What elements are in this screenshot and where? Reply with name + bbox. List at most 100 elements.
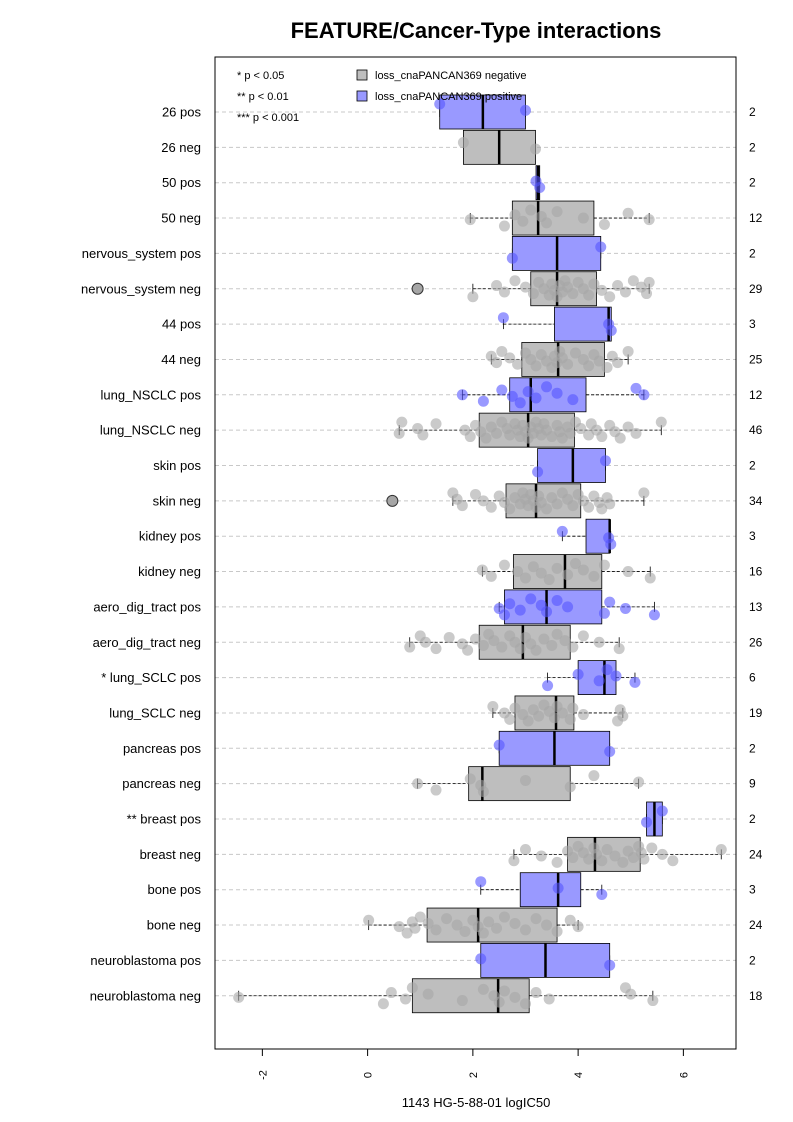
data-point — [480, 432, 492, 444]
data-point — [417, 429, 429, 441]
data-point — [567, 500, 579, 512]
data-point — [462, 644, 474, 656]
data-point — [400, 993, 412, 1005]
group-label: kidney pos — [139, 529, 202, 544]
data-point — [498, 609, 510, 621]
data-point — [551, 628, 563, 640]
data-point — [601, 361, 613, 373]
data-point — [613, 643, 625, 655]
group-label: lung_NSCLC neg — [100, 423, 201, 438]
x-axis-label: 1143 HG-5-88-01 logIC50 — [402, 1095, 551, 1110]
data-point — [556, 707, 568, 719]
data-point — [477, 983, 489, 995]
data-point — [715, 844, 727, 856]
data-point — [598, 607, 610, 619]
x-tick-label: -2 — [257, 1070, 269, 1080]
data-point — [401, 927, 413, 939]
group-label: 26 pos — [162, 105, 202, 120]
data-point — [541, 919, 553, 931]
data-point — [504, 352, 516, 364]
data-point — [551, 387, 563, 399]
data-point — [363, 914, 375, 926]
group-label: nervous_system pos — [82, 246, 202, 261]
data-point — [541, 606, 553, 618]
data-point — [491, 357, 503, 369]
group-count: 2 — [749, 246, 756, 260]
data-point — [551, 562, 563, 574]
data-point — [567, 288, 579, 300]
data-point — [535, 850, 547, 862]
data-point — [541, 503, 553, 515]
data-point — [612, 357, 624, 369]
data-point — [532, 466, 544, 478]
group-label: pancreas pos — [123, 741, 202, 756]
data-point — [527, 288, 539, 300]
data-point — [627, 852, 639, 864]
data-point — [498, 220, 510, 232]
data-point — [604, 596, 616, 608]
group-label: bone pos — [148, 882, 202, 897]
data-point — [543, 574, 555, 586]
group-count: 2 — [749, 812, 756, 826]
data-point — [506, 390, 518, 402]
data-point — [556, 432, 568, 444]
data-point — [441, 913, 453, 925]
data-point — [525, 593, 537, 605]
data-point — [643, 214, 655, 226]
significance-label: * p < 0.05 — [237, 70, 284, 82]
data-point — [509, 991, 521, 1003]
data-point — [512, 566, 524, 578]
data-point — [519, 572, 531, 584]
data-point — [409, 922, 421, 934]
data-point — [564, 914, 576, 926]
data-point — [588, 770, 600, 782]
data-point — [596, 431, 608, 443]
data-point — [541, 217, 553, 229]
data-point — [504, 429, 516, 441]
data-point — [509, 275, 521, 287]
data-point — [546, 431, 558, 443]
group-count: 9 — [749, 777, 756, 791]
data-point — [542, 680, 554, 692]
chart-title: FEATURE/Cancer-Type interactions — [291, 18, 662, 43]
data-point — [638, 487, 650, 499]
data-point — [504, 713, 516, 725]
data-point — [562, 569, 574, 581]
data-point — [641, 816, 653, 828]
group-label: lung_SCLC neg — [109, 705, 201, 720]
data-point — [483, 916, 495, 928]
data-point — [605, 538, 617, 550]
group-count: 2 — [749, 741, 756, 755]
group-count: 2 — [749, 105, 756, 119]
data-point — [604, 498, 616, 510]
group-label: neuroblastoma neg — [90, 988, 201, 1003]
data-point — [497, 312, 509, 324]
data-point — [477, 395, 489, 407]
legend-label: loss_cnaPANCAN369 negative — [375, 70, 526, 82]
data-point — [496, 345, 508, 357]
data-point — [420, 636, 432, 648]
data-point — [630, 427, 642, 439]
data-point — [477, 639, 489, 651]
data-point — [533, 710, 545, 722]
legend-swatch — [356, 69, 368, 81]
group-count: 25 — [749, 352, 763, 366]
data-point — [644, 572, 656, 584]
x-tick-label: 0 — [363, 1072, 375, 1078]
data-point — [551, 856, 563, 868]
data-point — [567, 702, 579, 714]
group-label: aero_dig_tract neg — [93, 635, 201, 650]
outlier-point — [386, 494, 399, 507]
data-point — [577, 709, 589, 721]
group-count: 13 — [749, 600, 763, 614]
data-point — [443, 631, 455, 643]
data-point — [567, 641, 579, 653]
group-label: nervous_system neg — [81, 281, 201, 296]
data-point — [562, 601, 574, 613]
data-point — [572, 668, 584, 680]
legend-swatch — [356, 90, 368, 102]
data-point — [422, 917, 434, 929]
data-point — [514, 397, 526, 409]
data-point — [577, 564, 589, 576]
